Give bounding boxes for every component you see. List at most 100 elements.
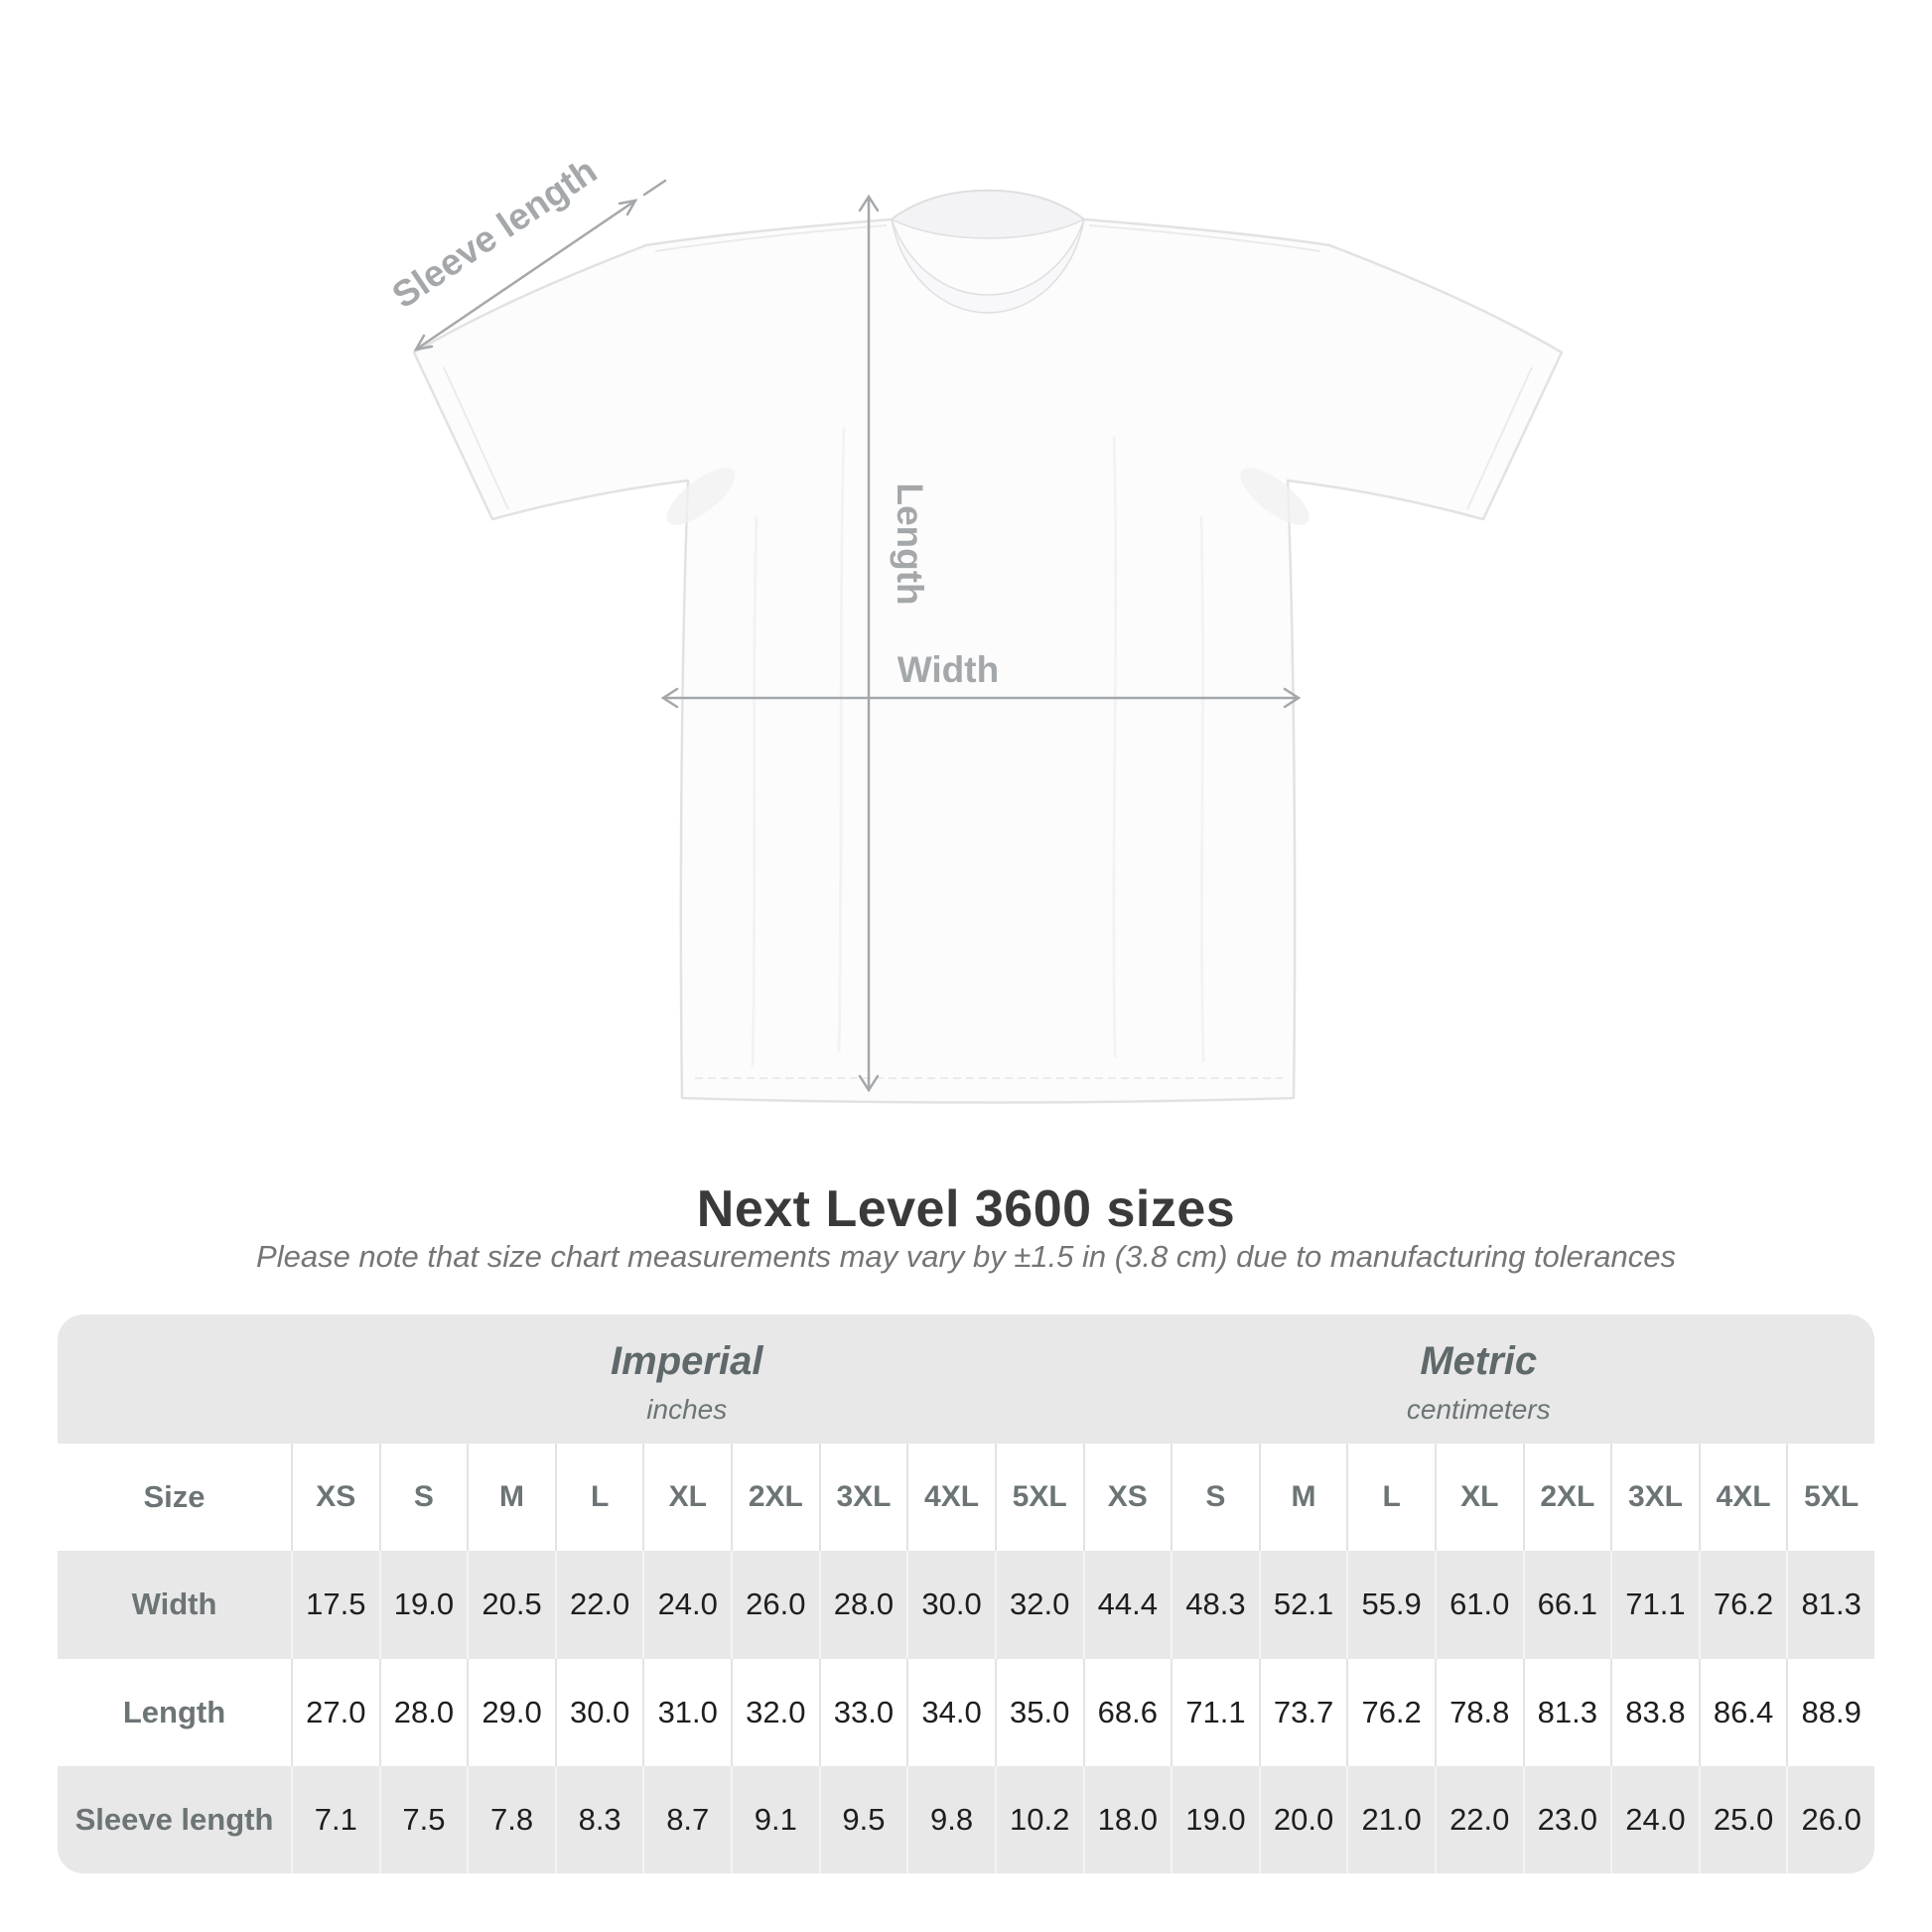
width-row-label: Width	[58, 1551, 291, 1659]
measurement-value-cell: 61.0	[1434, 1551, 1523, 1659]
measurement-value-cell: 81.3	[1786, 1551, 1874, 1659]
measurement-value-cell: 21.0	[1346, 1765, 1435, 1873]
size-column-header: 2XL	[1522, 1444, 1611, 1552]
tshirt-diagram: Sleeve length Length Width	[385, 150, 1564, 1104]
length-arrowhead-bottom	[858, 1074, 880, 1093]
size-column-header: 2XL	[731, 1444, 819, 1552]
measurement-value-cell: 88.9	[1786, 1658, 1874, 1766]
length-label: Length	[890, 483, 930, 605]
seam-lines	[443, 224, 1533, 1079]
measurement-value-cell: 73.7	[1258, 1658, 1347, 1766]
imperial-group-name: Imperial	[611, 1338, 763, 1383]
measurement-value-cell: 27.0	[291, 1658, 379, 1766]
measurement-value-cell: 30.0	[554, 1658, 643, 1766]
measurement-value-cell: 31.0	[642, 1658, 732, 1766]
tshirt-body	[412, 189, 1564, 1104]
measurement-value-cell: 9.5	[818, 1765, 907, 1873]
measurement-value-cell: 20.0	[1258, 1765, 1347, 1873]
size-column-header: 3XL	[818, 1444, 907, 1552]
measurement-value-cell: 22.0	[1434, 1765, 1523, 1873]
sleeve-dimension-line	[414, 199, 637, 351]
width-label: Width	[897, 649, 999, 690]
measurement-value-cell: 26.0	[1786, 1765, 1874, 1873]
measurement-value-cell: 9.1	[731, 1765, 819, 1873]
size-column-header: XL	[1434, 1444, 1523, 1552]
size-column-header: 3XL	[1610, 1444, 1699, 1552]
measurement-value-cell: 28.0	[818, 1551, 907, 1659]
size-column-header: L	[1346, 1444, 1435, 1552]
measurement-value-cell: 86.4	[1698, 1658, 1787, 1766]
size-column-header: XS	[1082, 1444, 1172, 1552]
sleeve-arrowhead-top	[618, 199, 638, 216]
measurement-value-cell: 48.3	[1171, 1551, 1259, 1659]
length-arrowhead-top	[858, 194, 880, 212]
measurement-value-cell: 32.0	[731, 1658, 819, 1766]
left-armpit-shadow	[666, 468, 736, 525]
sleeve-extension-tick	[642, 179, 667, 197]
measurement-value-cell: 52.1	[1258, 1551, 1347, 1659]
measurement-value-cell: 17.5	[291, 1551, 379, 1659]
size-column-header: 4XL	[1698, 1444, 1787, 1552]
measurement-value-cell: 7.5	[378, 1765, 468, 1873]
imperial-group-header: Imperial inches	[291, 1314, 1083, 1444]
measurement-value-cell: 32.0	[994, 1551, 1083, 1659]
collar-front-band	[891, 218, 1085, 314]
measurement-value-cell: 71.1	[1171, 1658, 1259, 1766]
measurement-value-cell: 7.1	[291, 1765, 379, 1873]
measurement-annotations	[413, 179, 1302, 1093]
measurement-value-cell: 71.1	[1610, 1551, 1699, 1659]
sleeve-arrowhead-bottom	[413, 334, 434, 351]
size-column-header: 5XL	[994, 1444, 1083, 1552]
measurement-value-cell: 66.1	[1522, 1551, 1611, 1659]
measurement-value-cell: 22.0	[554, 1551, 643, 1659]
metric-group-name: Metric	[1420, 1338, 1538, 1383]
imperial-group-unit: inches	[646, 1393, 728, 1425]
measurement-value-cell: 24.0	[1610, 1765, 1699, 1873]
measurement-value-cell: 34.0	[906, 1658, 995, 1766]
size-column-header: S	[378, 1444, 468, 1552]
measurement-value-cell: 26.0	[731, 1551, 819, 1659]
measurement-value-cell: 24.0	[642, 1551, 732, 1659]
measurement-value-cell: 9.8	[906, 1765, 995, 1873]
sleeve-row-label: Sleeve length	[58, 1765, 291, 1873]
size-column-header: XL	[642, 1444, 732, 1552]
measurement-value-cell: 29.0	[467, 1658, 555, 1766]
measurement-value-cell: 35.0	[994, 1658, 1083, 1766]
size-column-header: 4XL	[906, 1444, 995, 1552]
measurement-value-cell: 19.0	[1171, 1765, 1259, 1873]
measurement-value-cell: 76.2	[1698, 1551, 1787, 1659]
measurement-value-cell: 20.5	[467, 1551, 555, 1659]
measurement-value-cell: 28.0	[378, 1658, 468, 1766]
size-column-header: 5XL	[1786, 1444, 1874, 1552]
size-column-header: M	[1258, 1444, 1347, 1552]
page-subtitle: Please note that size chart measurements…	[256, 1239, 1676, 1274]
measurement-value-cell: 68.6	[1082, 1658, 1172, 1766]
measurement-value-cell: 7.8	[467, 1765, 555, 1873]
size-column-header: S	[1171, 1444, 1259, 1552]
size-row-label: Size	[58, 1444, 291, 1552]
size-column-header: M	[467, 1444, 555, 1552]
width-arrowhead-right	[1283, 687, 1302, 709]
measurement-value-cell: 76.2	[1346, 1658, 1435, 1766]
measurement-value-cell: 83.8	[1610, 1658, 1699, 1766]
size-table: Imperial inches Metric centimeters Size …	[58, 1314, 1874, 1873]
width-arrowhead-left	[660, 687, 679, 709]
measurement-value-cell: 33.0	[818, 1658, 907, 1766]
measurement-value-cell: 18.0	[1082, 1765, 1172, 1873]
page-title: Next Level 3600 sizes	[696, 1180, 1236, 1238]
metric-group-header: Metric centimeters	[1083, 1314, 1875, 1444]
measurement-value-cell: 8.7	[642, 1765, 732, 1873]
measurement-value-cell: 81.3	[1522, 1658, 1611, 1766]
size-column-header: L	[554, 1444, 643, 1552]
measurement-value-cell: 30.0	[906, 1551, 995, 1659]
size-column-header: XS	[291, 1444, 379, 1552]
measurement-value-cell: 25.0	[1698, 1765, 1787, 1873]
measurement-value-cell: 8.3	[554, 1765, 643, 1873]
size-table-grid: Imperial inches Metric centimeters Size …	[58, 1314, 1874, 1873]
measurement-value-cell: 10.2	[994, 1765, 1083, 1873]
measurement-value-cell: 44.4	[1082, 1551, 1172, 1659]
measurement-value-cell: 78.8	[1434, 1658, 1523, 1766]
metric-group-unit: centimeters	[1406, 1393, 1551, 1425]
measurement-value-cell: 19.0	[378, 1551, 468, 1659]
